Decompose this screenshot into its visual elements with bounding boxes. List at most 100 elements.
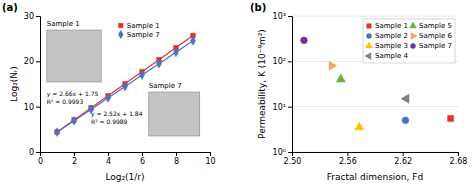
series-line [57,36,193,132]
legend-marker [410,43,415,48]
y-axis: 0 10 20 30 [24,12,41,157]
point [336,74,345,82]
legend-entry: Sample 5 [410,22,452,30]
legend: Sample 1Sample 2Sample 3Sample 4Sample 5… [363,19,455,63]
legend-entry: Sample 1 [367,22,408,30]
x-axis-title: Log₂(1/r) [105,172,144,182]
annotation-line: R² = 0.9993 [47,98,84,105]
inset [149,92,200,136]
annotation-line: Sample 1 [47,20,80,28]
tick-label: 10 [24,103,34,112]
panel-title: (b) [250,2,266,13]
annotation: Sample 7 [149,82,182,90]
annotation: y = 2.66x + 1.75R² = 0.9993 [47,90,99,105]
tick-label: 4 [106,157,111,166]
x-axis: 0 2 4 6 8 10 [38,152,216,166]
point [329,61,337,70]
legend-label: Sample 1 [127,22,160,30]
tick: 4 [106,152,111,166]
tick-label: 8 [174,157,179,166]
tick: 2.68 [450,152,468,166]
panel: 0 2 4 6 8 10 0 10 20 30 y = 2.66x + 1.75R² = 0.999… [24,12,216,166]
tick-label: 2.68 [450,157,468,166]
point [173,48,178,57]
point [355,122,364,130]
legend-frame [363,19,455,63]
legend-entry: Sample 2 [366,32,407,40]
tick: 10¹ [273,103,292,112]
legend-label: Sample 7 [419,42,452,50]
tick-mark [36,16,40,17]
tick-mark [108,152,109,156]
legend-label: Sample 6 [419,32,452,40]
tick-label: 0 [38,157,43,166]
tick: 0 [29,148,40,157]
tick: 10³ [273,12,292,21]
legend-marker [118,30,123,38]
tick: 0 [38,152,43,166]
y-axis: 10⁰ 10¹ 10² 10³ [273,12,293,157]
legend-label: Sample 1 [375,22,408,30]
tick-mark [36,107,40,108]
legend-label: Sample 5 [419,22,452,30]
grid-line [292,16,458,17]
tick-mark [288,61,292,62]
tick: 2.50 [284,152,302,166]
tick: 30 [24,12,40,21]
tick-label: 6 [140,157,145,166]
plot-area [54,33,195,136]
tick-mark [74,152,75,156]
y-axis-title: Log₂(Nᵣ) [9,66,19,102]
legend-entry: Sample 6 [411,32,452,40]
tick-label: 2.62 [394,157,412,166]
tick-label: 10⁰ [273,148,286,157]
tick: 10² [273,57,292,66]
annotation-line: y = 2.66x + 1.75 [47,90,99,98]
legend-label: Sample 7 [127,31,160,39]
legend-label: Sample 2 [375,32,408,40]
tick: 8 [174,152,179,166]
tick: 2 [72,152,77,166]
legend-marker [367,24,371,28]
tick-mark [403,152,404,156]
point [156,59,161,68]
grid [292,16,458,152]
legend-entry: Sample 1 [119,22,160,30]
point [71,116,76,125]
series-line [57,41,193,132]
tick-mark [347,152,348,156]
tick-mark [176,152,177,156]
y-axis-title: Permeability, K (10⁻⁹m²) [257,29,267,139]
tick-mark [36,152,40,153]
point [54,128,59,137]
tick: 2.62 [394,152,412,166]
tick-mark [288,152,292,153]
axis-line [36,17,41,153]
annotation: Sample 1 [47,20,80,28]
tick-label: 10 [205,157,215,166]
annotation-line: Sample 7 [149,82,182,90]
tick-mark [36,61,40,62]
legend-marker [119,23,123,27]
tick: 10⁰ [273,148,292,157]
tick-label: 10³ [273,12,286,21]
point [139,71,144,80]
grid-line [292,106,458,107]
tick: 2.56 [339,152,357,166]
figure: 0 2 4 6 8 10 0 10 20 30 y = 2.66x + 1.75R² = 0.999… [0,0,474,186]
inset [47,30,101,82]
legend-entry: Sample 7 [410,42,451,50]
insets [47,30,200,136]
legend-marker [411,33,417,40]
legend: Sample 1Sample 7 [118,22,159,39]
tick-label: 30 [24,12,34,21]
x-axis-title: Fractal dimension, Fd [327,172,423,182]
tick-mark [288,107,292,108]
tick-label: 20 [24,57,34,66]
annotation: y = 2.52x + 1.84R² = 0.9989 [91,110,143,125]
legend-entry: Sample 4 [365,52,408,60]
panel: 2.50 2.56 2.62 2.68 10⁰ 10¹ 10² 10³ Sample 1 Samp… [273,12,468,166]
annotation-line: R² = 0.9989 [91,118,128,125]
legend-marker [365,53,371,60]
tick-label: 0 [29,148,34,157]
